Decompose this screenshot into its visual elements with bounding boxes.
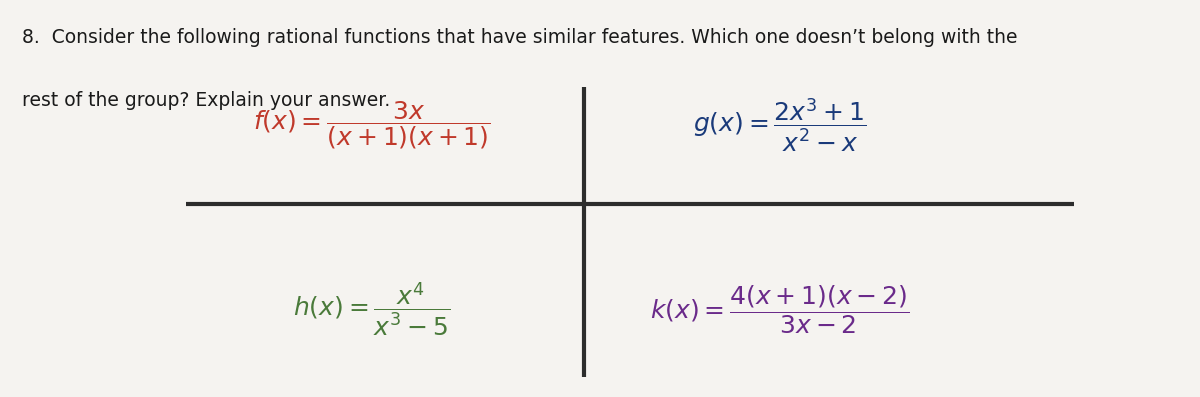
Text: $\mathit{f}(\mathit{x}) = \dfrac{3x}{(x+1)(x+1)}$: $\mathit{f}(\mathit{x}) = \dfrac{3x}{(x+… [253, 99, 491, 151]
Text: $\mathit{h}(\mathit{x}) = \dfrac{x^4}{x^3-5}$: $\mathit{h}(\mathit{x}) = \dfrac{x^4}{x^… [293, 281, 451, 338]
Text: rest of the group? Explain your answer.: rest of the group? Explain your answer. [22, 91, 390, 110]
Text: $\mathit{k}(\mathit{x}) = \dfrac{4(x+1)(x-2)}{3x-2}$: $\mathit{k}(\mathit{x}) = \dfrac{4(x+1)(… [650, 283, 910, 336]
Text: $\mathit{g}(\mathit{x}) = \dfrac{2x^3+1}{x^2-x}$: $\mathit{g}(\mathit{x}) = \dfrac{2x^3+1}… [694, 96, 866, 154]
Text: 8.  Consider the following rational functions that have similar features. Which : 8. Consider the following rational funct… [22, 28, 1018, 47]
